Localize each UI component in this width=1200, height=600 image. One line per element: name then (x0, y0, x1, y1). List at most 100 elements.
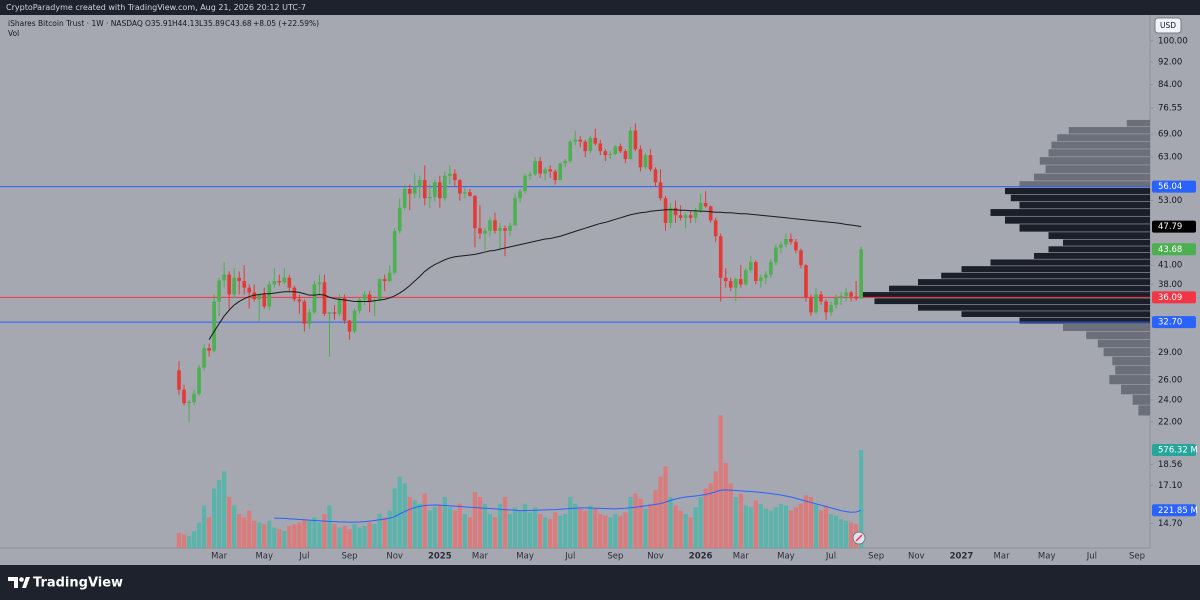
volume-bar (452, 510, 457, 548)
volume-bar (748, 507, 753, 548)
profile-bar (1109, 375, 1150, 385)
volume-bar (663, 466, 668, 548)
axis-label: 32.70 (1158, 318, 1182, 328)
volume-bar (583, 510, 588, 548)
profile-bar (1086, 331, 1150, 340)
volume-bar (763, 508, 768, 548)
candle-body (302, 301, 307, 324)
currency[interactable]: USD (1160, 21, 1176, 30)
volume-bar (613, 514, 618, 548)
volume-bar (708, 483, 713, 548)
volume-bar (227, 497, 232, 548)
candle-body (794, 241, 798, 251)
volume-bar (758, 503, 763, 548)
profile-bar (1019, 201, 1150, 209)
volume-bar (578, 508, 583, 548)
candle-body (713, 220, 718, 237)
candle-body (332, 312, 337, 314)
volume-bar (733, 497, 738, 548)
profile-bar (1051, 141, 1150, 149)
y-tick-label: 76.55 (1158, 104, 1182, 114)
candle-body (849, 292, 853, 297)
y-tick-label: 24.00 (1158, 395, 1182, 405)
volume-bar (332, 524, 337, 548)
volume-bar (533, 507, 538, 548)
x-tick-label: Sep (607, 552, 623, 562)
candle-body (608, 153, 613, 156)
candle-body (738, 279, 743, 285)
volume-bar (282, 531, 287, 548)
layout-button-icon[interactable] (855, 534, 863, 542)
volume-bar (768, 510, 773, 548)
candle-body (272, 281, 277, 285)
candle-body (453, 173, 457, 181)
candle-body (407, 189, 412, 194)
currency-box[interactable] (1154, 17, 1182, 34)
brand-icon (8, 577, 18, 588)
candle-body (623, 151, 628, 160)
legend: iShares Bitcoin Trust · 1W · NASDAQ O35.… (8, 19, 319, 38)
profile-bar (941, 272, 1150, 279)
profile-bar (1039, 157, 1150, 165)
price-axis (1150, 15, 1200, 548)
volume-bar (482, 503, 488, 548)
volume-bar (317, 522, 322, 548)
candle-body (603, 151, 608, 156)
profile-bar (1010, 194, 1150, 202)
candle-body (518, 191, 522, 199)
volume-bar (382, 517, 387, 548)
candle-body (337, 297, 342, 314)
candle-body (548, 169, 552, 172)
candle-body (282, 277, 287, 283)
volume-bar (828, 514, 834, 548)
volume-bar (668, 497, 673, 548)
x-tick-label: Jul (1086, 552, 1097, 562)
brand-icon (19, 577, 24, 582)
axis-label-box (1152, 180, 1196, 193)
candle-body (688, 215, 693, 218)
axis-label: 43.68 (1158, 245, 1182, 255)
volume-bar (598, 514, 603, 548)
candle-body (558, 163, 562, 181)
candle-body (493, 220, 497, 231)
volume-bar (813, 503, 819, 548)
volume-bar (648, 503, 653, 548)
volume-bar (457, 503, 462, 548)
layout-button[interactable] (852, 531, 866, 545)
candle-body (237, 277, 241, 282)
y-tick-label: 29.00 (1158, 348, 1182, 358)
volume-bar (538, 514, 543, 548)
candle-body (262, 294, 267, 307)
profile-bar (1126, 119, 1150, 127)
candle-body (422, 180, 427, 199)
x-tick-label: 2027 (950, 552, 974, 562)
candle-body (448, 173, 452, 176)
candle-body (533, 161, 537, 175)
candle-body (573, 139, 578, 142)
candle-body (438, 182, 442, 199)
volume-bar (247, 510, 252, 548)
candle-body (227, 274, 231, 295)
candle-body (633, 130, 638, 150)
volume-bar (222, 471, 227, 548)
profile-bar (1112, 356, 1150, 366)
candle-body (327, 312, 332, 314)
profile-bar (1005, 216, 1150, 224)
volume-bar (573, 503, 578, 548)
candle-body (392, 230, 397, 273)
volume-bar (392, 488, 397, 548)
volume-bar (422, 493, 427, 548)
candle-body (774, 247, 778, 263)
candle-body (317, 282, 322, 285)
candle-body (508, 225, 512, 231)
candle-body (754, 262, 758, 282)
volume-bar (297, 522, 302, 548)
candle-body (708, 206, 713, 221)
volume-bar (793, 507, 799, 548)
candle-body (212, 301, 216, 351)
axis-label: 56.04 (1158, 182, 1182, 192)
volume-bar (472, 491, 478, 548)
y-tick-label: 69.00 (1158, 130, 1182, 140)
volume-bar (402, 483, 407, 548)
